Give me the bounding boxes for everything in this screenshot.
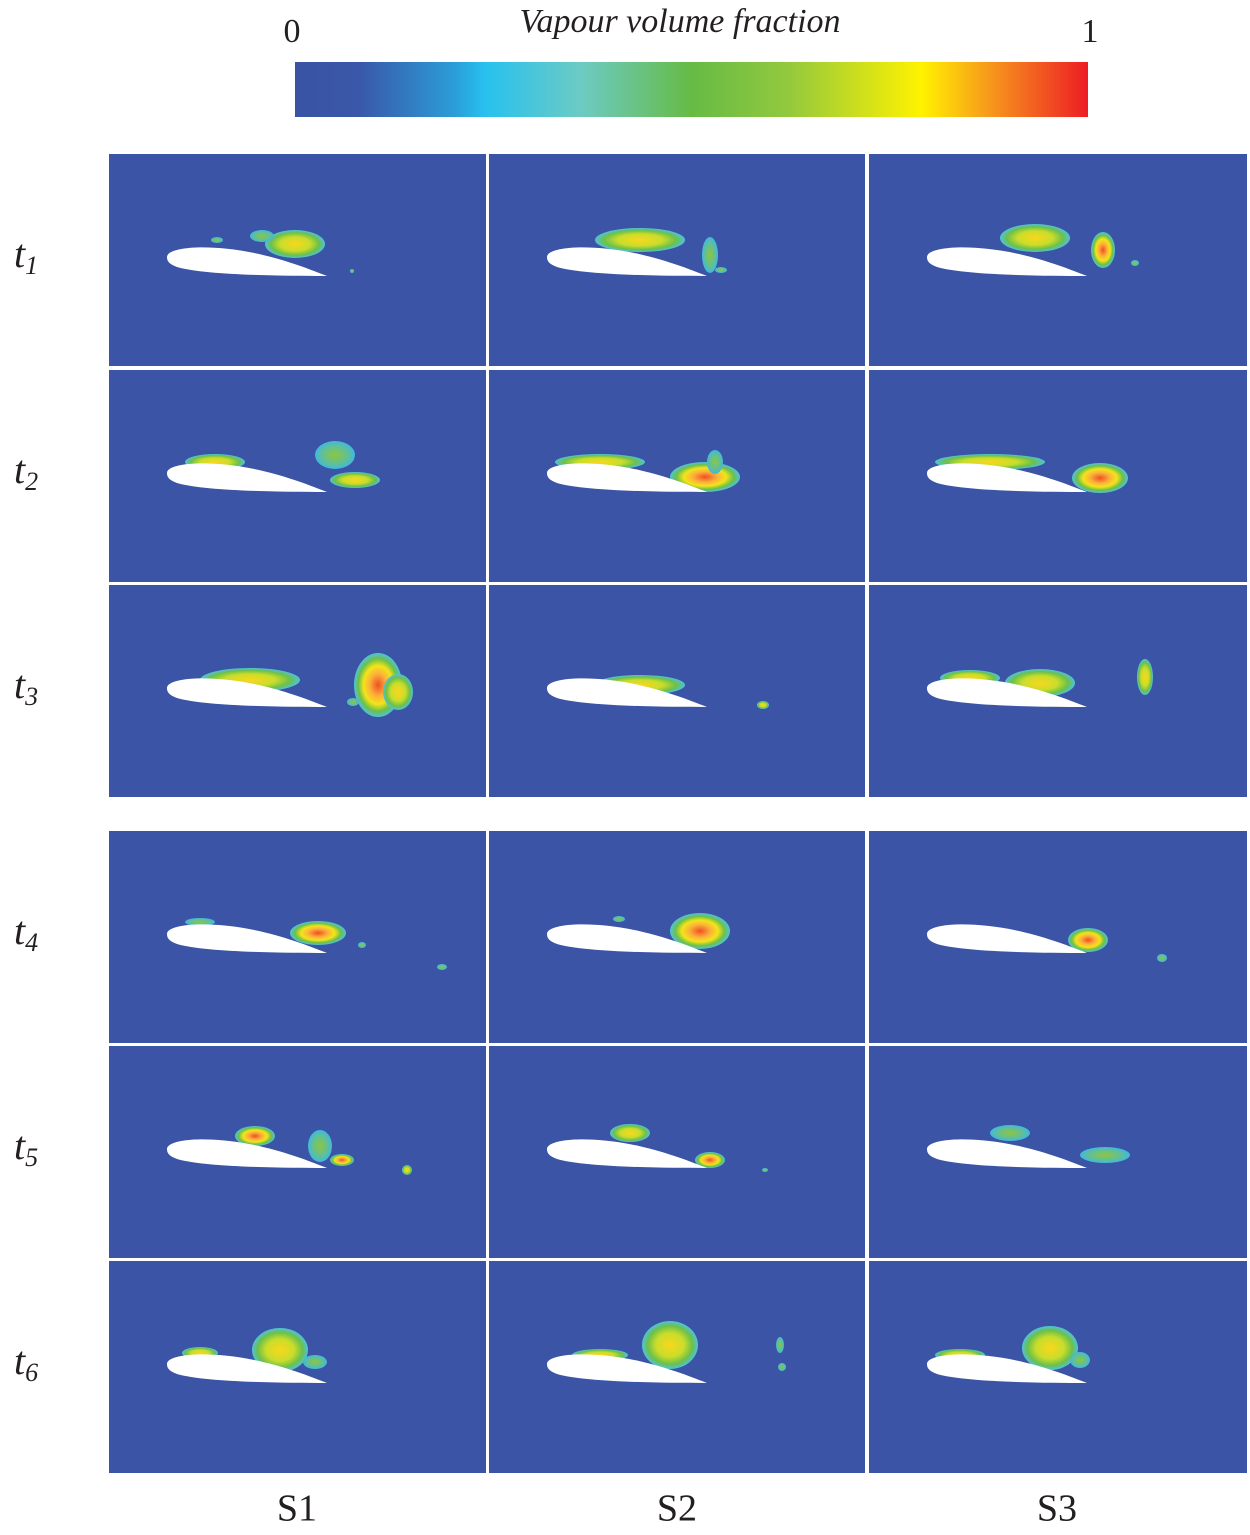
contour-panel [869,1046,1247,1258]
row-label-base: t [14,447,26,492]
row-label-base: t [14,662,26,707]
row-label-subscript: 1 [25,251,38,280]
contour-panel [869,154,1247,366]
row-label-subscript: 3 [24,682,38,711]
contour-panel [869,831,1247,1043]
row-label-subscript: 2 [25,467,38,496]
contour-panel [489,1261,865,1473]
contour-panel [489,370,865,582]
contour-panel [489,831,865,1043]
contour-panel [489,1046,865,1258]
colorbar [295,62,1088,117]
contour-panel [869,585,1247,797]
row-label: t1 [14,231,38,280]
row-label: t6 [14,1338,38,1387]
contour-panel [109,1046,486,1258]
row-label: t4 [14,908,38,957]
row-label-base: t [14,1338,26,1383]
contour-panel [869,370,1247,582]
colorbar-min-label: 0 [284,13,301,50]
contour-panel [869,1261,1247,1473]
row-label: t5 [14,1123,38,1172]
contour-panel [489,154,865,366]
row-label-base: t [14,1123,26,1168]
contour-panel [489,585,865,797]
contour-panel [109,154,486,366]
contour-panel [109,370,486,582]
column-label: S1 [277,1488,317,1530]
contour-panel [109,831,486,1043]
row-label-subscript: 6 [25,1358,38,1387]
colorbar-title: Vapour volume fraction [519,3,840,40]
row-label: t3 [14,662,38,711]
column-label: S3 [1037,1488,1077,1530]
row-label-subscript: 5 [25,1143,38,1172]
panel-grid [109,154,1247,1473]
row-label-subscript: 4 [25,928,38,957]
row-label-base: t [14,231,26,276]
contour-panel [109,585,486,797]
row-label: t2 [14,447,38,496]
column-label: S2 [657,1488,697,1530]
colorbar-max-label: 1 [1082,13,1099,50]
row-label-base: t [14,908,26,953]
contour-panel [109,1261,486,1473]
